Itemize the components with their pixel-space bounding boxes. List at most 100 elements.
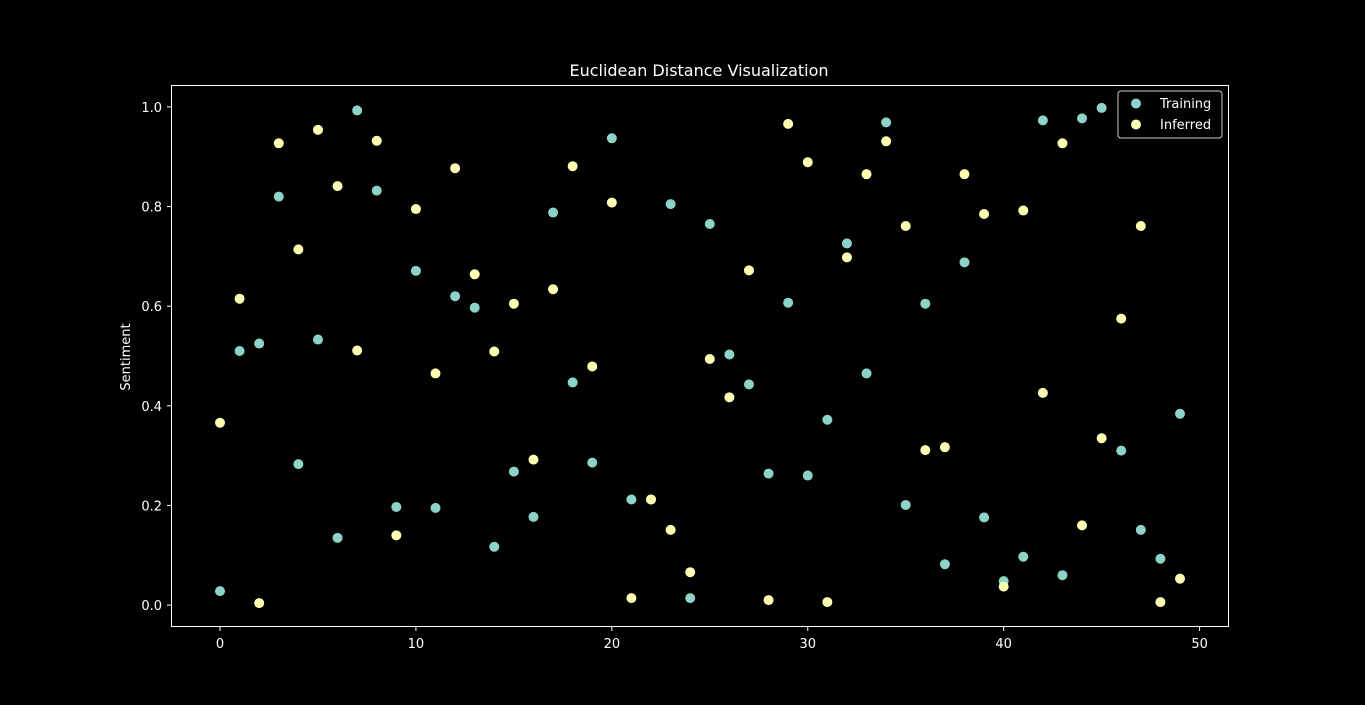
point-inferred [1116, 313, 1127, 324]
point-inferred [430, 368, 441, 379]
point-training [900, 499, 911, 510]
legend-label-inferred: Inferred [1160, 118, 1211, 133]
point-training [939, 559, 950, 570]
point-inferred [1057, 138, 1068, 149]
point-inferred [626, 593, 637, 604]
point-training [528, 511, 539, 522]
point-inferred [1018, 205, 1029, 216]
point-training [215, 586, 225, 597]
point-inferred [959, 169, 970, 180]
point-training [606, 133, 617, 144]
point-inferred [685, 567, 696, 578]
point-inferred [528, 454, 539, 465]
point-training [430, 502, 441, 513]
point-training [665, 199, 676, 210]
x-tick-label: 40 [995, 637, 1012, 652]
point-inferred [861, 169, 872, 180]
y-tick-label: 1.0 [141, 101, 162, 116]
point-inferred [450, 163, 461, 174]
point-inferred [293, 244, 304, 255]
point-inferred [371, 135, 382, 146]
point-training [332, 532, 343, 543]
chart-title: Euclidean Distance Visualization [569, 61, 828, 80]
y-tick-label: 0.8 [141, 201, 162, 216]
point-training [783, 297, 794, 308]
point-inferred [841, 252, 852, 263]
point-training [979, 512, 990, 523]
y-tick-label: 0.0 [141, 599, 162, 614]
point-inferred [312, 124, 323, 135]
x-tick-label: 0 [216, 637, 224, 652]
y-axis-ticks: 0.0 0.2 0.4 0.6 0.8 1.0 [141, 101, 172, 614]
data-points [215, 102, 1185, 609]
point-inferred [763, 595, 774, 606]
point-training [1096, 102, 1107, 113]
point-inferred [1077, 520, 1088, 531]
point-training [489, 541, 500, 552]
point-training [548, 207, 559, 218]
legend-marker-inferred [1131, 119, 1141, 130]
point-inferred [665, 524, 676, 535]
point-inferred [1037, 387, 1048, 398]
point-training [1018, 551, 1029, 562]
point-training [822, 414, 833, 425]
point-training [312, 334, 323, 345]
point-training [1116, 445, 1127, 456]
point-training [567, 377, 578, 388]
point-inferred [881, 136, 892, 147]
point-training [508, 466, 519, 477]
point-inferred [822, 597, 833, 608]
point-training [234, 346, 245, 357]
point-training [743, 379, 754, 390]
point-training [1155, 553, 1166, 564]
legend-marker-training [1131, 98, 1141, 109]
point-training [273, 191, 284, 202]
point-inferred [548, 284, 559, 295]
point-training [861, 368, 872, 379]
point-inferred [1096, 433, 1107, 444]
point-inferred [783, 118, 794, 129]
point-training [685, 593, 696, 604]
point-inferred [489, 346, 500, 357]
legend-label-training: Training [1159, 97, 1211, 112]
point-training [293, 459, 304, 470]
point-inferred [587, 361, 598, 372]
y-tick-label: 0.2 [141, 499, 162, 514]
point-inferred [920, 445, 931, 456]
point-training [1175, 408, 1185, 419]
point-training [959, 257, 970, 268]
legend-frame [1117, 90, 1223, 139]
point-training [881, 117, 892, 128]
point-training [704, 218, 715, 229]
point-inferred [215, 417, 225, 428]
point-training [391, 501, 402, 512]
point-inferred [391, 530, 402, 541]
point-inferred [1155, 597, 1166, 608]
point-training [1037, 115, 1048, 126]
plot-frame [171, 85, 1229, 627]
point-inferred [273, 138, 284, 149]
y-axis-label: Sentiment [119, 323, 134, 390]
x-tick-label: 30 [799, 637, 816, 652]
point-training [410, 265, 421, 276]
y-tick-label: 0.4 [141, 400, 162, 415]
point-inferred [508, 298, 519, 309]
x-tick-label: 10 [408, 637, 425, 652]
point-inferred [567, 161, 578, 172]
point-training [469, 302, 480, 313]
point-inferred [724, 392, 735, 403]
point-inferred [1175, 573, 1185, 584]
point-training [802, 470, 813, 481]
point-training [1057, 570, 1068, 581]
point-inferred [1135, 220, 1146, 231]
legend: Training Inferred [1117, 90, 1223, 139]
y-tick-label: 0.6 [141, 300, 162, 315]
point-inferred [802, 157, 813, 168]
point-inferred [410, 204, 421, 215]
point-inferred [979, 209, 990, 220]
point-inferred [234, 293, 245, 304]
point-training [254, 338, 265, 349]
point-inferred [352, 345, 363, 356]
point-inferred [998, 581, 1009, 592]
